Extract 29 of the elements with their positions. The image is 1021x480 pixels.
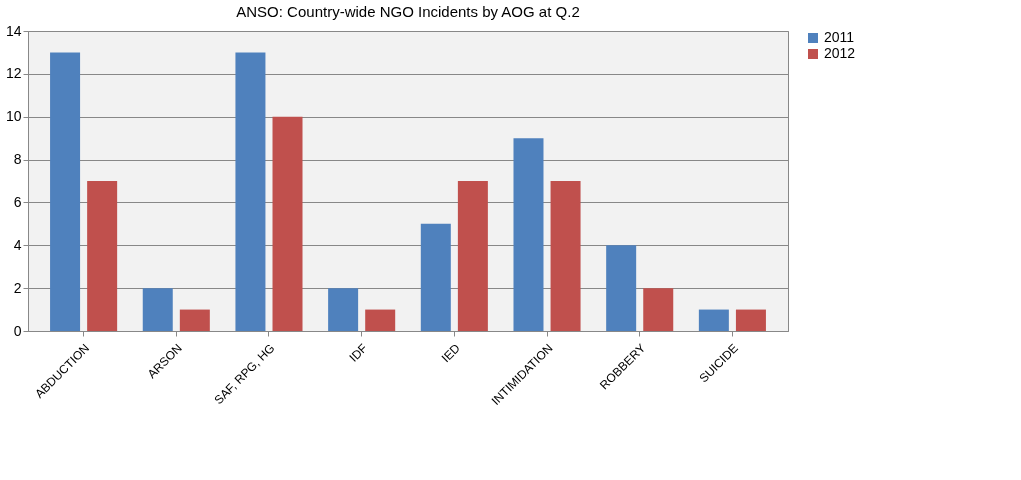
y-tick-label: 8 [13,151,22,168]
bar [87,181,118,331]
legend-label: 2011 [824,29,855,45]
y-tick-label: 12 [5,65,22,82]
x-tick-label: IDF [346,341,371,365]
y-tick-label: 4 [13,236,22,253]
bar [365,309,396,331]
chart-title: ANSO: Country-wide NGO Incidents by AOG at Q.2 [236,3,580,20]
bar [179,309,210,331]
bar [606,245,637,331]
bar [735,309,766,331]
bar [235,52,266,331]
y-tick-label: 10 [5,108,22,125]
bar [513,138,544,331]
bar [643,288,674,331]
x-tick-label: IED [438,340,464,366]
bar [457,181,488,331]
bar [420,223,451,331]
bar [272,116,303,331]
bar [50,52,81,331]
y-tick-label: 0 [13,322,22,339]
bar [142,288,173,331]
bar [550,181,581,331]
legend-label: 2012 [824,45,856,61]
bar [328,288,359,331]
y-tick-label: 2 [13,279,22,296]
y-tick-label: 14 [5,22,22,39]
bar [698,309,729,331]
y-tick-label: 6 [13,193,22,210]
